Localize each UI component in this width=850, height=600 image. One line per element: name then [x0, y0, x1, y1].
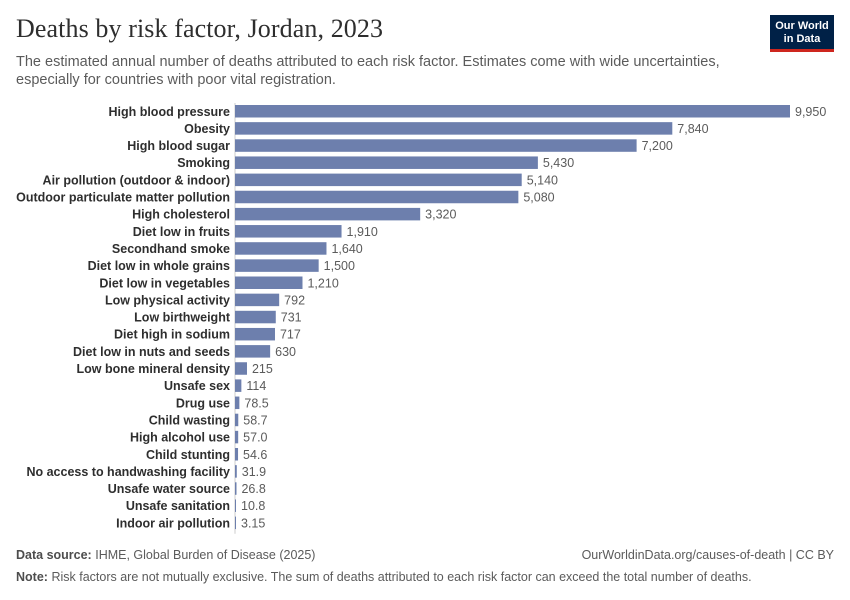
value-label: 54.6	[243, 448, 267, 462]
value-label: 7,840	[677, 122, 708, 136]
value-label: 717	[280, 328, 301, 342]
owid-logo[interactable]: Our World in Data	[770, 15, 834, 52]
bar[interactable]	[235, 122, 673, 135]
value-label: 1,210	[307, 276, 338, 290]
value-label: 5,140	[527, 173, 558, 187]
bar[interactable]	[235, 465, 237, 478]
bar[interactable]	[235, 207, 421, 221]
value-label: 7,200	[642, 139, 673, 153]
category-label: Diet low in fruits	[133, 225, 230, 239]
value-label: 26.8	[241, 482, 265, 496]
value-label: 3.15	[241, 516, 265, 530]
bar[interactable]	[235, 156, 538, 169]
bar[interactable]	[235, 362, 247, 375]
note-label: Note:	[16, 570, 48, 584]
bar[interactable]	[235, 413, 239, 427]
value-label: 114	[246, 379, 266, 393]
category-label: Smoking	[177, 156, 230, 170]
logo-line-2: in Data	[783, 32, 821, 45]
bar[interactable]	[235, 345, 271, 358]
category-label: High alcohol use	[130, 431, 230, 445]
category-label: Air pollution (outdoor & indoor)	[43, 173, 230, 187]
value-label: 1,640	[331, 242, 362, 256]
category-label: Diet low in whole grains	[88, 259, 230, 273]
value-label: 10.8	[241, 499, 265, 513]
note-text: Risk factors are not mutually exclusive.…	[51, 570, 752, 584]
category-label: Drug use	[176, 396, 230, 410]
value-label: 792	[284, 293, 305, 307]
source-label: Data source:	[16, 548, 92, 562]
category-label: High blood sugar	[127, 139, 230, 153]
category-label: Diet high in sodium	[114, 328, 230, 342]
bar[interactable]	[235, 190, 519, 204]
category-label: Outdoor particulate matter pollution	[16, 191, 230, 205]
value-label: 5,080	[523, 191, 554, 205]
bar[interactable]	[235, 310, 276, 324]
bar[interactable]	[235, 396, 240, 410]
value-label: 78.5	[244, 396, 268, 410]
bar[interactable]	[235, 173, 522, 187]
category-label: No access to handwashing facility	[26, 465, 230, 479]
category-label: Unsafe sanitation	[126, 499, 230, 513]
category-label: Low birthweight	[134, 311, 231, 325]
category-label: High cholesterol	[132, 208, 230, 222]
bar[interactable]	[235, 259, 319, 272]
category-label: Unsafe sex	[164, 379, 230, 393]
bar[interactable]	[235, 139, 637, 152]
value-label: 630	[275, 345, 296, 359]
bar[interactable]	[235, 225, 342, 238]
value-label: 31.9	[242, 465, 266, 479]
category-label: Low bone mineral density	[77, 362, 231, 376]
value-label: 731	[281, 311, 302, 325]
bar[interactable]	[235, 276, 303, 290]
bar[interactable]	[235, 105, 790, 118]
source-text: IHME, Global Burden of Disease (2025)	[95, 548, 316, 562]
value-label: 215	[252, 362, 273, 376]
category-label: Diet low in vegetables	[99, 276, 230, 290]
bar[interactable]	[235, 430, 239, 444]
bar[interactable]	[235, 482, 237, 495]
value-label: 9,950	[795, 105, 826, 119]
category-label: Child wasting	[149, 413, 230, 427]
bar[interactable]	[235, 516, 236, 530]
bar[interactable]	[235, 293, 280, 307]
category-label: Secondhand smoke	[112, 242, 230, 256]
value-label: 1,910	[347, 225, 378, 239]
bar[interactable]	[235, 448, 239, 461]
category-label: Unsafe water source	[108, 482, 230, 496]
value-label: 5,430	[543, 156, 574, 170]
source-line: Data source: IHME, Global Burden of Dise…	[16, 548, 834, 562]
category-label: Low physical activity	[105, 293, 230, 307]
source-url-link[interactable]: OurWorldinData.org/causes-of-death | CC …	[581, 548, 834, 562]
bar[interactable]	[235, 499, 236, 512]
bar[interactable]	[235, 242, 327, 255]
chart-title: Deaths by risk factor, Jordan, 2023	[16, 14, 384, 43]
value-label: 1,500	[324, 259, 355, 273]
bar-chart: High blood pressure 9,950 Obesity 7,840 High…	[16, 103, 826, 534]
category-label: Indoor air pollution	[116, 516, 230, 530]
chart-subtitle: The estimated annual number of deaths at…	[16, 54, 720, 88]
category-label: High blood pressure	[108, 105, 230, 119]
note-line: Note: Risk factors are not mutually excl…	[16, 570, 834, 584]
category-label: Obesity	[184, 122, 230, 136]
bar[interactable]	[235, 379, 242, 392]
value-label: 58.7	[243, 413, 267, 427]
bar[interactable]	[235, 327, 275, 341]
value-label: 3,320	[425, 208, 456, 222]
logo-line-1: Our World	[775, 20, 829, 32]
value-label: 57.0	[243, 431, 267, 445]
category-label: Diet low in nuts and seeds	[73, 345, 230, 359]
category-label: Child stunting	[146, 448, 230, 462]
